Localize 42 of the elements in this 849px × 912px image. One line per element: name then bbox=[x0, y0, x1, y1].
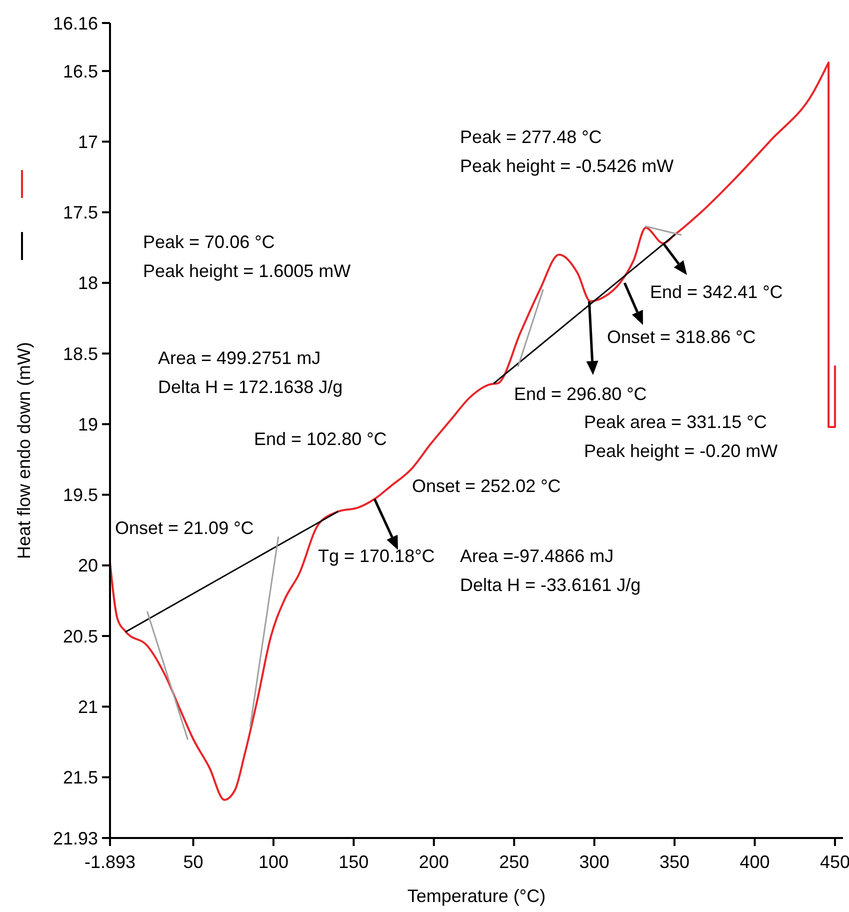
annotation: Peak area = 331.15 °C bbox=[584, 412, 767, 432]
annotation: End = 296.80 °C bbox=[514, 384, 647, 404]
annotation: Peak height = 1.6005 mW bbox=[143, 261, 351, 281]
x-tick-label: -1.893 bbox=[84, 852, 136, 872]
annotation: Peak height = -0.20 mW bbox=[584, 441, 778, 461]
y-tick-label: 16.16 bbox=[52, 13, 98, 34]
y-tick-label: 19.5 bbox=[62, 485, 98, 506]
y-tick-label: 21 bbox=[78, 696, 98, 717]
y-axis-title: Heat flow endo down (mW) bbox=[14, 342, 34, 560]
x-tick-label: 100 bbox=[258, 852, 288, 872]
y-tick-label: 20.5 bbox=[62, 626, 98, 646]
y-tick-label: 17.5 bbox=[62, 202, 98, 223]
annotation: Peak = 277.48 °C bbox=[460, 127, 602, 147]
annotation: Peak height = -0.5426 mW bbox=[460, 156, 674, 176]
annotation: Tg = 170.18°C bbox=[318, 546, 435, 566]
x-axis-title: Temperature (°C) bbox=[407, 886, 546, 906]
y-tick-label: 17 bbox=[78, 132, 98, 152]
y-tick-label: 21.93 bbox=[52, 828, 98, 848]
annotation: Peak = 70.06 °C bbox=[143, 232, 275, 252]
annotation: Onset = 318.86 °C bbox=[607, 327, 756, 347]
annotation: Area = 499.2751 mJ bbox=[158, 348, 321, 368]
annotation: Onset = 252.02 °C bbox=[412, 476, 561, 496]
annotation: Delta H = -33.6161 J/g bbox=[460, 575, 641, 595]
y-tick-label: 16.5 bbox=[62, 61, 98, 82]
annotation: Onset = 21.09 °C bbox=[115, 518, 254, 538]
annotation: End = 342.41 °C bbox=[650, 282, 783, 302]
y-tick-label: 19 bbox=[78, 414, 98, 434]
y-tick-label: 20 bbox=[78, 556, 98, 576]
y-tick-label: 21.5 bbox=[62, 768, 98, 788]
x-tick-label: 400 bbox=[740, 852, 770, 872]
x-tick-label: 350 bbox=[660, 852, 690, 872]
annotation: End = 102.80 °C bbox=[254, 429, 387, 449]
annotation: Area =-97.4866 mJ bbox=[460, 546, 614, 566]
x-tick-label: 200 bbox=[418, 852, 449, 872]
annotation: Delta H = 172.1638 J/g bbox=[158, 377, 343, 397]
x-tick-label: 300 bbox=[579, 852, 610, 872]
x-tick-label: 150 bbox=[338, 852, 369, 872]
x-tick-label: 450 bbox=[820, 852, 849, 872]
y-tick-label: 18.5 bbox=[62, 344, 98, 364]
x-tick-label: 250 bbox=[499, 852, 530, 872]
x-tick-label: 50 bbox=[183, 852, 204, 872]
y-tick-label: 18 bbox=[78, 273, 98, 294]
